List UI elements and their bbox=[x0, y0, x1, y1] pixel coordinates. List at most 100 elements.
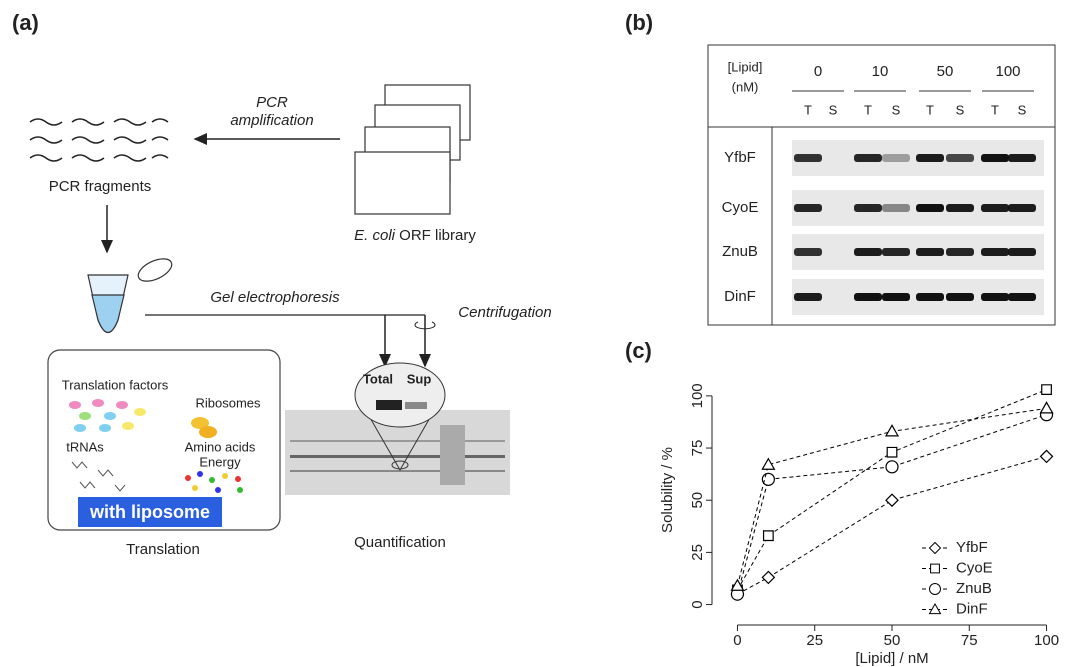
legend-label: ZnuB bbox=[956, 580, 992, 597]
x-axis-label: [Lipid] / nM bbox=[855, 650, 928, 667]
protein-label: CyoE bbox=[722, 199, 759, 216]
gel-band bbox=[1008, 154, 1036, 162]
plate-stack bbox=[354, 84, 471, 215]
gel-band bbox=[981, 248, 1009, 256]
ribosomes-label: Ribosomes bbox=[195, 395, 261, 410]
gel-band bbox=[854, 248, 882, 256]
lane-label: T bbox=[804, 102, 812, 117]
marker bbox=[761, 457, 776, 470]
gel-band bbox=[794, 154, 822, 162]
gel-band bbox=[854, 204, 882, 212]
marker bbox=[762, 530, 774, 542]
sup-label: Sup bbox=[407, 371, 432, 386]
panel-b: (b) [Lipid] (nM) 0 10 50 100 T S T S T S T S YfbF Cyo… bbox=[625, 10, 1056, 326]
factor-dots bbox=[69, 399, 146, 432]
marker bbox=[885, 493, 899, 508]
translation-box bbox=[47, 349, 281, 531]
marker bbox=[885, 460, 899, 474]
band bbox=[376, 400, 402, 410]
gel-band bbox=[882, 293, 910, 301]
series-line bbox=[736, 407, 1047, 586]
x-tick-label: 0 bbox=[733, 632, 741, 649]
legend-label: YfbF bbox=[956, 539, 988, 556]
legend-marker bbox=[928, 602, 942, 615]
y-axis-label: Solubility / % bbox=[659, 447, 676, 533]
protein-label: YfbF bbox=[724, 149, 756, 166]
gel-band bbox=[882, 248, 910, 256]
x-tick-label: 50 bbox=[884, 632, 901, 649]
gel-band bbox=[1008, 248, 1036, 256]
gel-band bbox=[882, 204, 910, 212]
lane-label: S bbox=[892, 102, 901, 117]
ribosome-icon bbox=[199, 426, 217, 438]
y-tick-label: 25 bbox=[689, 544, 706, 561]
marker bbox=[761, 472, 775, 486]
marker bbox=[761, 570, 776, 585]
fragments-label: PCR fragments bbox=[49, 178, 152, 195]
gel-band bbox=[981, 204, 1009, 212]
legend-marker bbox=[928, 541, 942, 555]
gel-band bbox=[794, 248, 822, 256]
lane-label: S bbox=[829, 102, 838, 117]
panel-label: (c) bbox=[625, 338, 652, 363]
protein-label: DinF bbox=[724, 288, 756, 305]
gel-band bbox=[854, 293, 882, 301]
translation-label: Translation bbox=[126, 541, 200, 558]
gel-band bbox=[916, 204, 944, 212]
series-line bbox=[737, 389, 1047, 591]
band bbox=[405, 402, 427, 409]
y-tick-label: 75 bbox=[689, 440, 706, 457]
pcr-fragments-icon bbox=[29, 118, 169, 162]
gel-band bbox=[916, 293, 944, 301]
panel-a: (a) PCR amplification E. coli ORF librar… bbox=[12, 10, 552, 558]
marker bbox=[884, 424, 900, 437]
legend-marker bbox=[929, 583, 942, 595]
gel-band bbox=[1008, 204, 1036, 212]
amino-acids-label: Amino acids bbox=[185, 439, 256, 454]
gel-label: Gel electrophoresis bbox=[210, 289, 340, 306]
lane-label: T bbox=[926, 102, 934, 117]
band-outline bbox=[391, 460, 409, 470]
protein-label: ZnuB bbox=[722, 243, 758, 260]
marker bbox=[886, 446, 898, 458]
concentration-label: 100 bbox=[995, 63, 1020, 80]
lane-label: S bbox=[956, 102, 965, 117]
panel-label: (a) bbox=[12, 10, 39, 35]
gel-band bbox=[946, 204, 974, 212]
panel-label: (b) bbox=[625, 10, 653, 35]
y-tick-label: 0 bbox=[689, 600, 706, 608]
concentration-label: 0 bbox=[814, 63, 822, 80]
y-tick-label: 100 bbox=[689, 383, 706, 408]
trna-label: tRNAs bbox=[66, 439, 104, 454]
quantification-label: Quantification bbox=[354, 534, 446, 551]
gel-band bbox=[946, 293, 974, 301]
gel-band bbox=[946, 248, 974, 256]
unit-label: (nM) bbox=[732, 79, 759, 94]
y-tick-label: 50 bbox=[689, 492, 706, 509]
gel-band bbox=[794, 204, 822, 212]
factors-label: Translation factors bbox=[62, 377, 169, 392]
trna-icons bbox=[71, 461, 126, 492]
tube-icon bbox=[87, 258, 173, 334]
x-tick-label: 75 bbox=[961, 632, 978, 649]
magnifier bbox=[354, 362, 446, 428]
legend-label: DinF bbox=[956, 600, 988, 617]
library-label: E. coli ORF library bbox=[354, 227, 476, 244]
concentration-label: 10 bbox=[872, 63, 889, 80]
gel-band bbox=[794, 293, 822, 301]
legend-label: CyoE bbox=[956, 559, 993, 576]
concentration-label: 50 bbox=[937, 63, 954, 80]
gel-band bbox=[981, 154, 1009, 162]
gel-band bbox=[1008, 293, 1036, 301]
pcr-label: amplification bbox=[230, 112, 313, 129]
panel-c: (c) Solubility / % [Lipid] / nM 0 25 50 75 1… bbox=[625, 338, 1059, 667]
pcr-label: PCR bbox=[256, 94, 288, 111]
gel-frame bbox=[707, 44, 1056, 326]
gel-band bbox=[916, 248, 944, 256]
series-line bbox=[736, 414, 1047, 595]
marker bbox=[1039, 401, 1054, 414]
lane-label: T bbox=[864, 102, 872, 117]
gel-band bbox=[981, 293, 1009, 301]
gel-band bbox=[916, 154, 944, 162]
legend-marker bbox=[930, 563, 940, 574]
